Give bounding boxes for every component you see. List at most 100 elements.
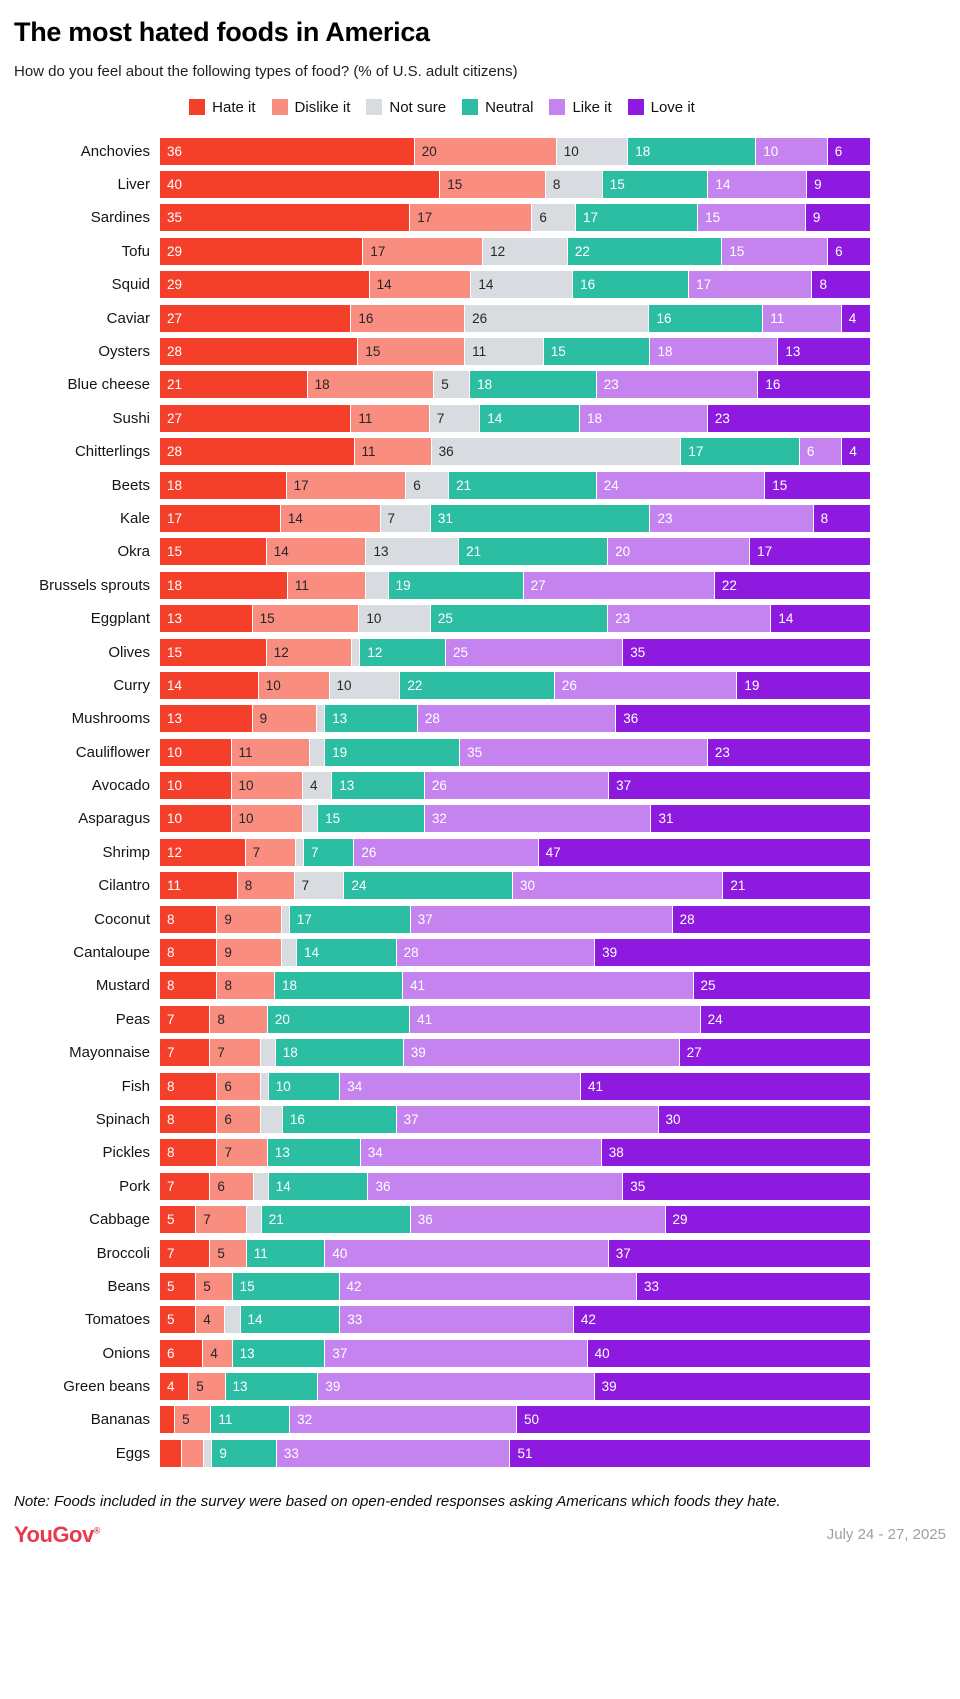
chart-row: Asparagus 10 10 15 32 31 xyxy=(14,805,870,833)
value-label: 13 xyxy=(373,544,389,560)
bar-segment: 29 xyxy=(160,271,369,299)
value-label: 15 xyxy=(239,1278,255,1294)
bar-segment: 30 xyxy=(513,872,723,900)
bar-segment: 11 xyxy=(354,438,431,466)
bar-segment: 27 xyxy=(523,571,714,599)
bar-segment xyxy=(281,905,289,933)
bar-segment: 14 xyxy=(240,1306,340,1334)
bar-segment: 30 xyxy=(658,1105,870,1133)
food-label: Pork xyxy=(119,1177,150,1195)
value-label: 39 xyxy=(325,1379,341,1395)
bar-segment: 21 xyxy=(723,872,870,900)
stacked-bar: 40 15 8 15 14 9 xyxy=(160,171,870,199)
bar-segment: 12 xyxy=(160,838,245,866)
bar-segment: 8 xyxy=(160,1105,217,1133)
value-label: 10 xyxy=(563,143,579,159)
bar-segment: 41 xyxy=(410,1005,700,1033)
chart-row: Okra 15 14 13 21 20 17 xyxy=(14,538,870,566)
bar-segment xyxy=(246,1206,261,1234)
value-label: 25 xyxy=(437,611,453,627)
bar-segment xyxy=(182,1439,204,1467)
value-label: 19 xyxy=(332,744,348,760)
food-label: Avocado xyxy=(91,777,150,795)
value-label: 29 xyxy=(672,1212,688,1228)
chart-row: Cauliflower 10 11 19 35 23 xyxy=(14,738,870,766)
value-label: 31 xyxy=(658,811,674,827)
value-label: 13 xyxy=(232,1379,248,1395)
bar-segment: 33 xyxy=(637,1272,870,1300)
value-label: 40 xyxy=(594,1345,610,1361)
chart-row: Kale 17 14 7 31 23 8 xyxy=(14,504,870,532)
value-label: 36 xyxy=(417,1212,433,1228)
legend-label: Hate it xyxy=(212,98,256,116)
bar-segment: 13 xyxy=(366,538,459,566)
value-label: 33 xyxy=(347,1312,363,1328)
bar-segment: 37 xyxy=(609,772,870,800)
bar-segment: 18 xyxy=(628,137,756,165)
value-label: 17 xyxy=(688,444,704,460)
value-label: 10 xyxy=(238,778,254,794)
bar-segment: 9 xyxy=(252,705,317,733)
bar-segment: 23 xyxy=(596,371,758,399)
bar-segment: 26 xyxy=(465,304,649,332)
bar-segment: 4 xyxy=(203,1339,232,1367)
bar-segment: 37 xyxy=(410,905,672,933)
bar-segment xyxy=(160,1439,182,1467)
bar-segment: 24 xyxy=(596,471,765,499)
bar-segment: 15 xyxy=(765,471,870,499)
value-label: 7 xyxy=(224,1145,232,1161)
value-label: 14 xyxy=(273,544,289,560)
food-label: Bananas xyxy=(90,1411,150,1429)
value-label: 15 xyxy=(167,544,183,560)
food-label: Eggplant xyxy=(90,610,150,628)
bar-segment: 28 xyxy=(417,705,616,733)
bar-segment: 21 xyxy=(449,471,596,499)
value-label: 8 xyxy=(167,1078,175,1094)
value-label: 4 xyxy=(310,778,318,794)
chart-row: Fish 8 6 10 34 41 xyxy=(14,1072,870,1100)
value-label: 7 xyxy=(167,1245,175,1261)
bar-segment: 51 xyxy=(510,1439,871,1467)
food-label: Cabbage xyxy=(89,1211,150,1229)
value-label: 21 xyxy=(268,1212,284,1228)
value-label: 14 xyxy=(247,1312,263,1328)
bar-segment: 17 xyxy=(689,271,812,299)
bar-segment: 14 xyxy=(296,939,396,967)
bar-segment: 29 xyxy=(665,1206,870,1234)
stacked-bar: 8 7 13 34 38 xyxy=(160,1139,871,1167)
value-label: 15 xyxy=(609,177,625,193)
value-label: 38 xyxy=(608,1145,624,1161)
chart-row: Oysters 28 15 11 15 18 13 xyxy=(14,337,871,365)
bar-segment: 10 xyxy=(359,605,430,633)
food-label: Cilantro xyxy=(98,877,150,895)
bar-segment: 6 xyxy=(827,137,870,165)
value-label: 6 xyxy=(835,243,843,259)
legend-label: Dislike it xyxy=(294,98,351,116)
bar-segment: 7 xyxy=(303,838,354,866)
stacked-bar: 6 4 13 37 40 xyxy=(160,1339,870,1367)
bar-segment xyxy=(260,1072,268,1100)
bar-segment: 14 xyxy=(160,671,258,699)
food-label: Chitterlings xyxy=(74,443,150,461)
bar-segment xyxy=(225,1306,240,1334)
value-label: 16 xyxy=(289,1111,305,1127)
value-label: 13 xyxy=(785,343,801,359)
value-label: 25 xyxy=(452,644,469,660)
bar-segment: 14 xyxy=(471,271,573,299)
value-label: 30 xyxy=(520,878,536,894)
bar-segment: 12 xyxy=(483,237,567,265)
food-label: Squid xyxy=(111,276,150,294)
bar-segment: 14 xyxy=(708,171,807,199)
food-label: Liver xyxy=(117,176,150,194)
bar-segment: 34 xyxy=(340,1072,580,1100)
value-label: 36 xyxy=(375,1178,391,1194)
food-label: Blue cheese xyxy=(67,376,150,394)
bar-segment: 10 xyxy=(556,137,628,165)
bar-segment: 13 xyxy=(325,705,417,733)
value-label: 39 xyxy=(410,1045,426,1061)
value-label: 8 xyxy=(820,510,829,526)
chart-row: Beets 18 17 6 21 24 15 xyxy=(14,471,870,499)
bar-segment: 41 xyxy=(580,1072,870,1100)
food-label: Broccoli xyxy=(96,1244,150,1262)
value-label: 12 xyxy=(167,844,183,860)
